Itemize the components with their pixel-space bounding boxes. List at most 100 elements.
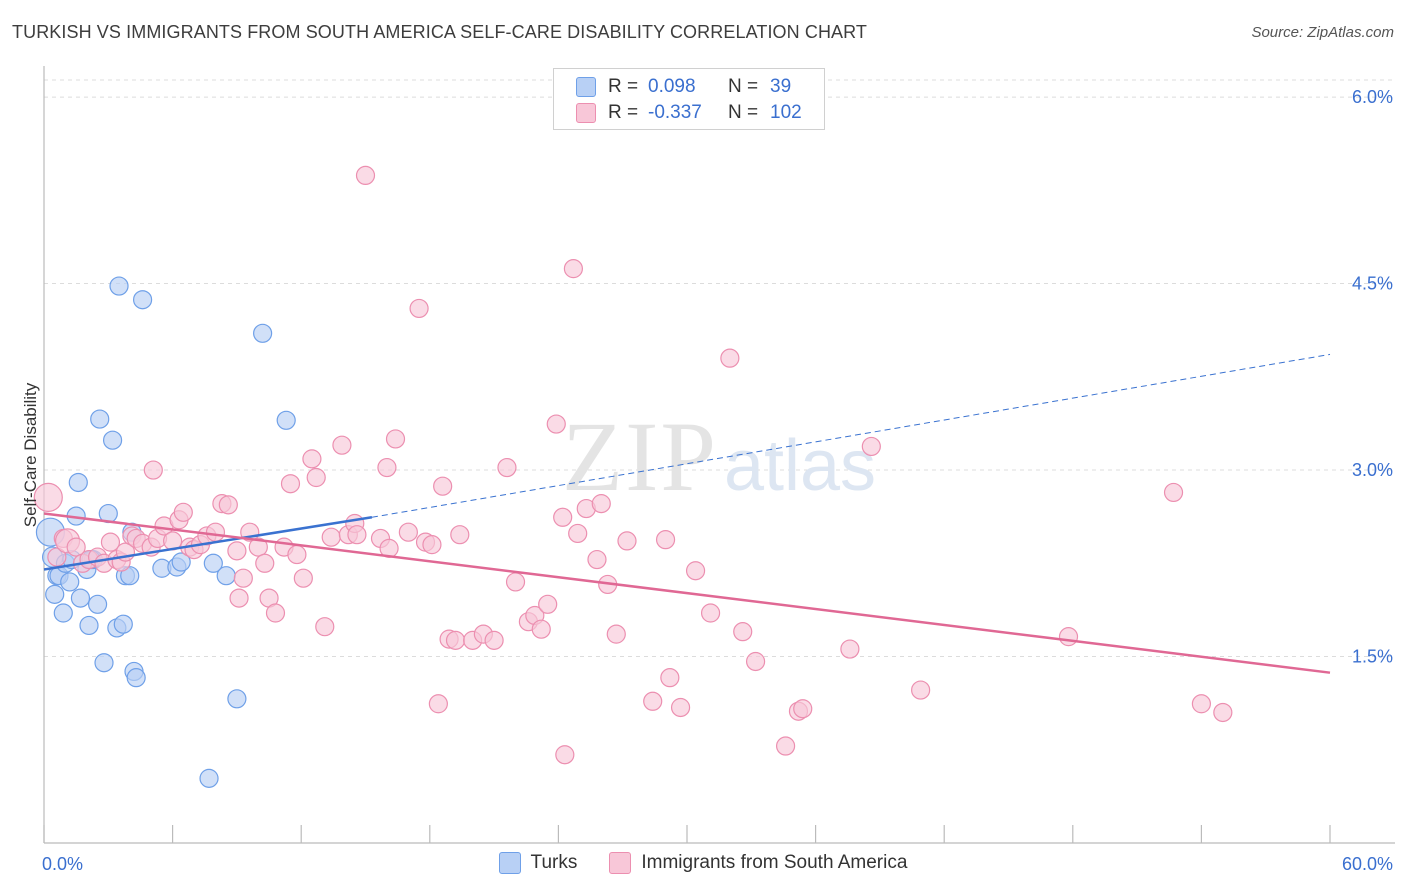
immigrants-point xyxy=(248,537,268,557)
immigrants-point xyxy=(355,165,376,186)
n-value: 102 xyxy=(770,102,802,123)
immigrants-point xyxy=(205,522,226,542)
turks-point xyxy=(126,668,146,688)
immigrants-point xyxy=(218,495,238,515)
immigrants-point xyxy=(173,502,193,522)
legend-label-turks: Turks xyxy=(530,852,578,873)
immigrants-point xyxy=(685,561,706,581)
immigrants-point xyxy=(409,298,429,319)
immigrants-point xyxy=(315,617,335,637)
immigrants-point xyxy=(229,588,249,608)
immigrants-point xyxy=(1213,702,1233,723)
legend-row-immigrants: R = -0.337 N = 102 xyxy=(576,101,802,125)
immigrants-point xyxy=(568,523,588,544)
turks-trend-line xyxy=(43,516,373,571)
immigrants-point xyxy=(484,630,504,650)
turks-point xyxy=(227,689,247,709)
immigrants-point xyxy=(422,535,442,555)
r-label: R = xyxy=(608,102,639,123)
immigrants-point xyxy=(617,531,637,551)
series-legend: Turks Immigrants from South America xyxy=(0,852,1406,874)
immigrants-point xyxy=(670,697,691,718)
immigrants-point xyxy=(33,482,63,512)
immigrants-point xyxy=(840,639,860,659)
immigrants-point xyxy=(606,624,626,644)
immigrants-point xyxy=(505,572,526,592)
immigrants-point xyxy=(293,568,313,588)
turks-point xyxy=(253,323,273,343)
immigrants-point xyxy=(445,630,466,650)
r-value: 0.098 xyxy=(648,76,696,97)
watermark: ZIP atlas xyxy=(562,401,876,512)
turks-point xyxy=(132,290,153,310)
immigrants-point xyxy=(555,745,575,765)
turks-point xyxy=(199,768,219,788)
y-tick-label: 1.5% xyxy=(1352,647,1393,667)
turks-point xyxy=(70,588,91,608)
immigrants-point xyxy=(775,736,796,756)
n-label: N = xyxy=(728,76,759,97)
immigrants-point xyxy=(861,436,881,457)
immigrants-point xyxy=(265,603,286,623)
y-tick-label: 6.0% xyxy=(1352,87,1393,107)
immigrants-point xyxy=(143,460,163,480)
immigrants-point xyxy=(347,525,367,545)
immigrants-point xyxy=(531,619,551,639)
immigrants-point xyxy=(700,603,721,623)
immigrants-point xyxy=(1191,694,1212,714)
r-value: -0.337 xyxy=(648,102,702,123)
turks-point xyxy=(87,594,108,614)
turks-point xyxy=(60,572,80,592)
source-label: Source: ZipAtlas.com xyxy=(1251,24,1394,41)
immigrants-point xyxy=(793,699,813,719)
turks-point xyxy=(79,615,99,636)
immigrants-point xyxy=(306,467,326,488)
immigrants-point xyxy=(733,622,753,642)
immigrants-point xyxy=(450,525,470,545)
r-label: R = xyxy=(608,76,639,97)
watermark-atlas: atlas xyxy=(724,426,876,506)
axes xyxy=(43,66,1395,844)
immigrants-point xyxy=(587,549,607,570)
immigrants-point xyxy=(398,522,418,542)
immigrants-point xyxy=(332,435,352,455)
turks-point xyxy=(90,409,110,429)
immigrants-point xyxy=(546,414,566,434)
turks-point xyxy=(94,653,114,673)
immigrants-point xyxy=(385,429,406,449)
turks-point xyxy=(53,603,73,623)
immigrants-point xyxy=(255,553,275,573)
turks-point xyxy=(68,472,88,493)
n-label: N = xyxy=(728,102,759,123)
data-points xyxy=(33,165,1233,788)
x-tick-labels: 0.0% 60.0% xyxy=(42,854,1393,874)
immigrants-point xyxy=(660,668,680,688)
immigrants-point xyxy=(47,547,67,567)
immigrants-point xyxy=(497,457,517,478)
immigrants-point xyxy=(227,541,247,561)
immigrants-point xyxy=(553,507,573,527)
immigrants-trend-line xyxy=(43,512,1331,674)
x-tick-label: 0.0% xyxy=(42,854,83,874)
x-tick-label: 60.0% xyxy=(1342,854,1393,874)
immigrants-point xyxy=(720,348,740,368)
legend-item-immigrants: Immigrants from South America xyxy=(609,852,907,874)
immigrants-point xyxy=(280,474,301,494)
legend-swatch-immigrants xyxy=(609,852,632,874)
immigrants-point xyxy=(66,537,86,557)
y-axis-label: Self-Care Disability xyxy=(21,382,40,527)
turks-point xyxy=(109,276,129,296)
chart-title: TURKISH VS IMMIGRANTS FROM SOUTH AMERICA… xyxy=(12,22,868,42)
immigrants-point xyxy=(233,568,253,588)
immigrants-point xyxy=(321,527,341,547)
correlation-legend: R = 0.098 N = 39 R = -0.337 N = 102 xyxy=(553,68,825,130)
immigrants-point xyxy=(643,691,663,711)
trend-lines xyxy=(43,353,1331,674)
immigrants-point xyxy=(377,457,397,478)
immigrants-point xyxy=(1058,627,1079,647)
turks-point xyxy=(171,552,191,572)
immigrants-point xyxy=(655,530,676,550)
turks-point xyxy=(276,410,296,430)
immigrants-point xyxy=(563,259,584,279)
